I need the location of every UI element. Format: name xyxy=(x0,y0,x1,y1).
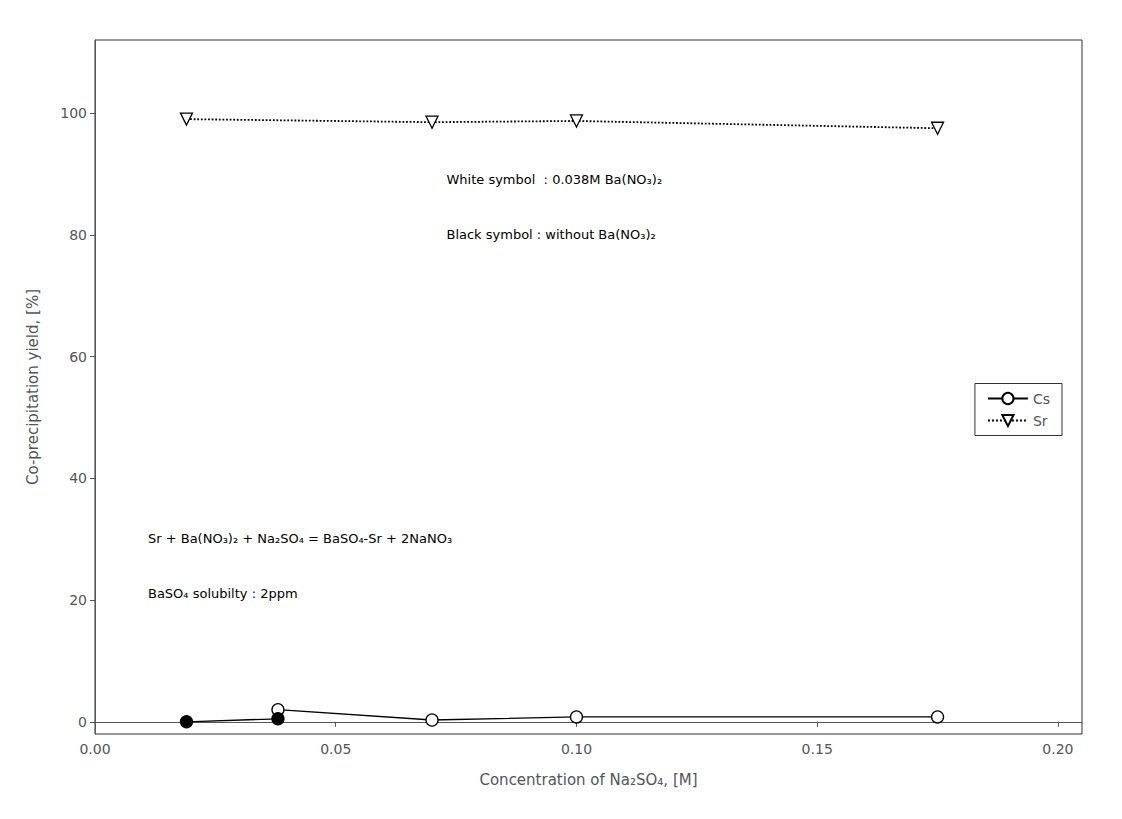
svg-text:40: 40 xyxy=(69,470,87,486)
svg-text:0: 0 xyxy=(78,714,87,730)
svg-text:0.05: 0.05 xyxy=(320,741,351,757)
svg-text:20: 20 xyxy=(69,592,87,608)
svg-text:100: 100 xyxy=(60,105,87,121)
svg-text:BaSO₄ solubilty : 2ppm: BaSO₄ solubilty : 2ppm xyxy=(148,586,298,601)
svg-text:Co-precipitation yield, [%]: Co-precipitation yield, [%] xyxy=(24,289,42,485)
svg-text:60: 60 xyxy=(69,349,87,365)
svg-text:0.00: 0.00 xyxy=(79,741,110,757)
svg-text:Black symbol : without Ba(NO₃): Black symbol : without Ba(NO₃)₂ xyxy=(446,227,655,242)
svg-text:White symbol : 0.038M Ba(NO₃): White symbol : 0.038M Ba(NO₃)₂ xyxy=(446,172,662,187)
svg-text:Sr: Sr xyxy=(1033,413,1048,429)
svg-text:Cs: Cs xyxy=(1033,391,1050,407)
svg-text:80: 80 xyxy=(69,227,87,243)
svg-text:Sr + Ba(NO₃)₂ + Na₂SO₄ = BaSO₄: Sr + Ba(NO₃)₂ + Na₂SO₄ = BaSO₄-Sr + 2NaN… xyxy=(148,531,452,546)
svg-text:0.10: 0.10 xyxy=(561,741,592,757)
svg-text:0.20: 0.20 xyxy=(1042,741,1073,757)
svg-text:Concentration of Na₂SO₄, [M]: Concentration of Na₂SO₄, [M] xyxy=(479,771,697,789)
svg-text:0.15: 0.15 xyxy=(802,741,833,757)
